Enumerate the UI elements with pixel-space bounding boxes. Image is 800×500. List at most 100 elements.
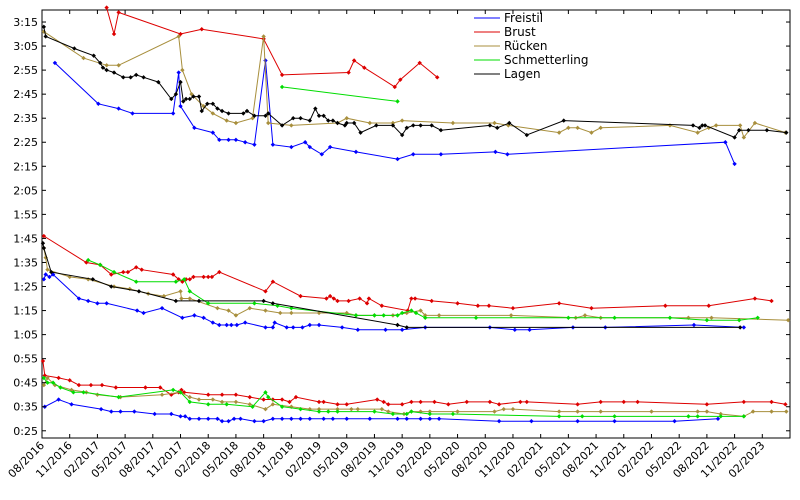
data-point bbox=[663, 303, 668, 308]
data-point bbox=[436, 313, 442, 318]
legend-label: Schmetterling bbox=[504, 53, 589, 67]
data-point bbox=[69, 402, 74, 407]
data-point bbox=[612, 418, 617, 424]
data-point bbox=[242, 320, 248, 325]
data-point bbox=[210, 130, 216, 135]
data-point bbox=[667, 315, 673, 320]
data-point bbox=[244, 108, 250, 114]
data-point bbox=[45, 380, 50, 385]
data-point bbox=[411, 152, 416, 157]
data-point bbox=[287, 399, 292, 405]
plot-area bbox=[41, 9, 791, 439]
data-point bbox=[279, 72, 285, 78]
data-point bbox=[169, 411, 174, 417]
data-point bbox=[247, 305, 252, 311]
data-point bbox=[118, 409, 123, 414]
data-point bbox=[178, 289, 183, 294]
data-point bbox=[279, 397, 285, 402]
series-line bbox=[43, 31, 786, 139]
data-point bbox=[289, 416, 294, 421]
data-point bbox=[192, 313, 197, 318]
data-point bbox=[111, 269, 117, 275]
data-point bbox=[737, 325, 743, 330]
data-point bbox=[438, 128, 444, 133]
data-point bbox=[321, 416, 326, 421]
data-point bbox=[374, 123, 379, 128]
data-point bbox=[575, 402, 580, 407]
data-point bbox=[210, 397, 216, 402]
data-point bbox=[279, 84, 285, 90]
data-point bbox=[279, 123, 285, 128]
data-point bbox=[141, 310, 146, 316]
data-point bbox=[72, 46, 77, 51]
data-point bbox=[247, 394, 252, 400]
data-point bbox=[732, 161, 737, 167]
data-point bbox=[234, 322, 240, 328]
data-point bbox=[263, 113, 268, 118]
series-line bbox=[43, 26, 787, 139]
data-point bbox=[201, 274, 206, 280]
data-point bbox=[598, 409, 603, 414]
data-point bbox=[411, 123, 416, 128]
data-point bbox=[769, 298, 774, 304]
data-point bbox=[226, 308, 231, 313]
y-tick-label: 2:55 bbox=[13, 64, 38, 77]
data-point bbox=[116, 394, 121, 400]
legend-label: Lagen bbox=[504, 67, 541, 81]
y-tick-label: 1:05 bbox=[13, 329, 38, 342]
data-point bbox=[327, 144, 333, 150]
data-point bbox=[404, 325, 409, 330]
data-point bbox=[206, 416, 211, 421]
data-point bbox=[450, 120, 456, 126]
data-point bbox=[199, 108, 204, 114]
legend-item: Rücken bbox=[474, 39, 548, 53]
data-point bbox=[173, 91, 179, 97]
data-point bbox=[423, 315, 428, 320]
data-point bbox=[121, 269, 126, 275]
data-point bbox=[196, 397, 202, 402]
data-point bbox=[455, 301, 460, 306]
data-point bbox=[686, 414, 691, 419]
data-point bbox=[91, 53, 96, 58]
data-point bbox=[233, 313, 239, 318]
data-point bbox=[399, 402, 405, 407]
data-point bbox=[116, 10, 121, 15]
data-point bbox=[335, 120, 340, 126]
data-point bbox=[561, 118, 566, 123]
data-point bbox=[289, 310, 294, 316]
data-point bbox=[383, 327, 388, 332]
data-point bbox=[355, 327, 361, 332]
data-point bbox=[556, 409, 562, 414]
legend-item: Freistil bbox=[474, 11, 543, 25]
data-point bbox=[97, 60, 103, 66]
data-point bbox=[178, 414, 183, 419]
data-point bbox=[217, 137, 222, 143]
data-point bbox=[409, 308, 414, 313]
data-point bbox=[67, 378, 72, 383]
data-point bbox=[284, 325, 289, 330]
data-point bbox=[130, 111, 135, 116]
data-point bbox=[395, 313, 400, 318]
data-point bbox=[52, 60, 58, 66]
data-point bbox=[505, 152, 510, 157]
data-point bbox=[695, 414, 700, 419]
data-point bbox=[261, 34, 266, 39]
data-point bbox=[116, 63, 121, 68]
data-point bbox=[409, 399, 414, 405]
data-point bbox=[737, 128, 742, 133]
data-point bbox=[487, 123, 493, 128]
data-point bbox=[178, 390, 183, 395]
data-point bbox=[446, 402, 451, 407]
data-point bbox=[252, 113, 257, 118]
data-point bbox=[210, 111, 216, 116]
series-lagen bbox=[40, 24, 789, 330]
data-point bbox=[143, 385, 148, 390]
data-point bbox=[566, 315, 571, 320]
data-point bbox=[159, 305, 165, 311]
data-point bbox=[691, 322, 697, 328]
data-point bbox=[750, 409, 756, 414]
data-point bbox=[170, 272, 176, 277]
data-point bbox=[330, 416, 336, 421]
data-point bbox=[206, 402, 211, 407]
data-point bbox=[52, 382, 58, 388]
